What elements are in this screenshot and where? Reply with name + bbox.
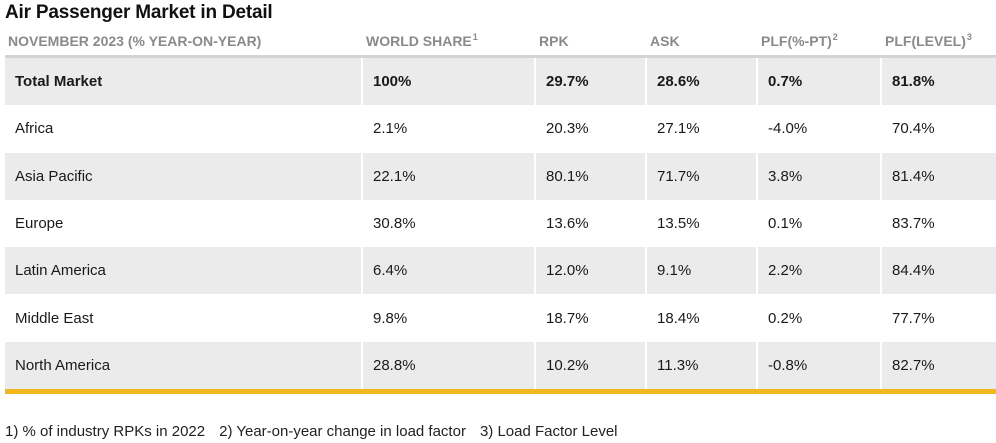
column-header-plf-pt: PLF(%-PT) 2 [761,32,838,49]
rpk-cell: 20.3% [536,105,647,153]
table-header-row: NOVEMBER 2023 (% YEAR-ON-YEAR) WORLD SHA… [5,29,996,55]
plf-level-cell: 82.7% [882,341,996,390]
ask-cell: 18.4% [647,294,758,342]
world-share-cell: 9.8% [363,294,536,342]
footnotes: 1) % of industry RPKs in 2022 2) Year-on… [5,423,632,440]
region-cell: Europe [5,199,363,248]
region-cell: Middle East [5,294,363,342]
table-title: Air Passenger Market in Detail [5,2,273,23]
plf-pt-cell: 0.2% [758,294,882,342]
table-bottom-rule [5,389,996,395]
plf-level-cell: 83.7% [892,215,935,233]
ask-cell: 9.1% [647,247,758,295]
rpk-cell: 29.7% [536,58,647,106]
ask-cell: 27.1% [647,105,758,153]
rpk-cell: 18.7% [536,294,647,342]
world-share-cell: 100% [363,58,536,106]
plf-level-cell: 81.4% [882,152,996,200]
footnote-1: 1) % of industry RPKs in 2022 [5,423,206,440]
table-row: North America 28.8% 10.2% 11.3% -0.8% 82.7% [5,341,996,390]
plf-pt-cell: 0.1% [758,199,882,248]
plf-pt-cell: -4.0% [758,105,882,153]
ask-cell: 71.7% [647,152,758,200]
column-header-ask: ASK [650,33,680,49]
footnote-2: 2) Year-on-year change in load factor [219,423,466,440]
rpk-cell: 10.2% [536,341,647,390]
region-cell: Total Market [5,58,363,106]
ask-cell: 11.3% [647,341,758,390]
region-cell: Asia Pacific [5,152,363,200]
ask-cell: 13.5% [647,199,758,248]
plf-level-cell: 81.8% [882,58,996,106]
table-row: Latin America 6.4% 12.0% 9.1% 2.2% 84.4% [5,247,996,295]
column-header-rpk: RPK [539,33,569,49]
footnote-3: 3) Load Factor Level [479,423,618,440]
header-divider [5,55,996,58]
rpk-cell: 12.0% [536,247,647,295]
world-share-cell: 30.8% [363,199,536,248]
table-row: Europe 30.8% 13.6% 13.5% 0.1% 83.7% [5,199,996,248]
plf-level-cell: 84.4% [882,247,996,295]
region-cell: Latin America [5,247,363,295]
world-share-cell: 2.1% [363,105,536,153]
plf-pt-cell: 0.7% [758,58,882,106]
plf-level-cell: 77.7% [892,309,935,327]
table-row: Africa 2.1% 20.3% 27.1% -4.0% 70.4% [5,105,996,153]
table-row: Asia Pacific 22.1% 80.1% 71.7% 3.8% 81.4% [5,152,996,200]
column-header-plf-level: PLF(LEVEL) 3 [885,32,972,49]
table-body: Total Market 100% 29.7% 28.6% 0.7% 81.8% Afric… [5,58,996,390]
column-header-world-share: WORLD SHARE 1 [366,32,478,49]
plf-pt-cell: 2.2% [758,247,882,295]
air-passenger-table: NOVEMBER 2023 (% YEAR-ON-YEAR) WORLD SHA… [5,29,996,395]
region-cell: North America [5,341,363,390]
table-row: Middle East 9.8% 18.7% 18.4% 0.2% 77.7% [5,294,996,342]
column-header-period: NOVEMBER 2023 (% YEAR-ON-YEAR) [8,33,262,49]
plf-pt-cell: -0.8% [758,341,882,390]
world-share-cell: 22.1% [363,152,536,200]
ask-cell: 28.6% [647,58,758,106]
rpk-cell: 80.1% [536,152,647,200]
world-share-cell: 28.8% [363,341,536,390]
plf-level-cell: 70.4% [892,120,935,138]
rpk-cell: 13.6% [536,199,647,248]
world-share-cell: 6.4% [363,247,536,295]
plf-pt-cell: 3.8% [758,152,882,200]
table-row-total: Total Market 100% 29.7% 28.6% 0.7% 81.8% [5,58,996,106]
region-cell: Africa [5,105,363,153]
